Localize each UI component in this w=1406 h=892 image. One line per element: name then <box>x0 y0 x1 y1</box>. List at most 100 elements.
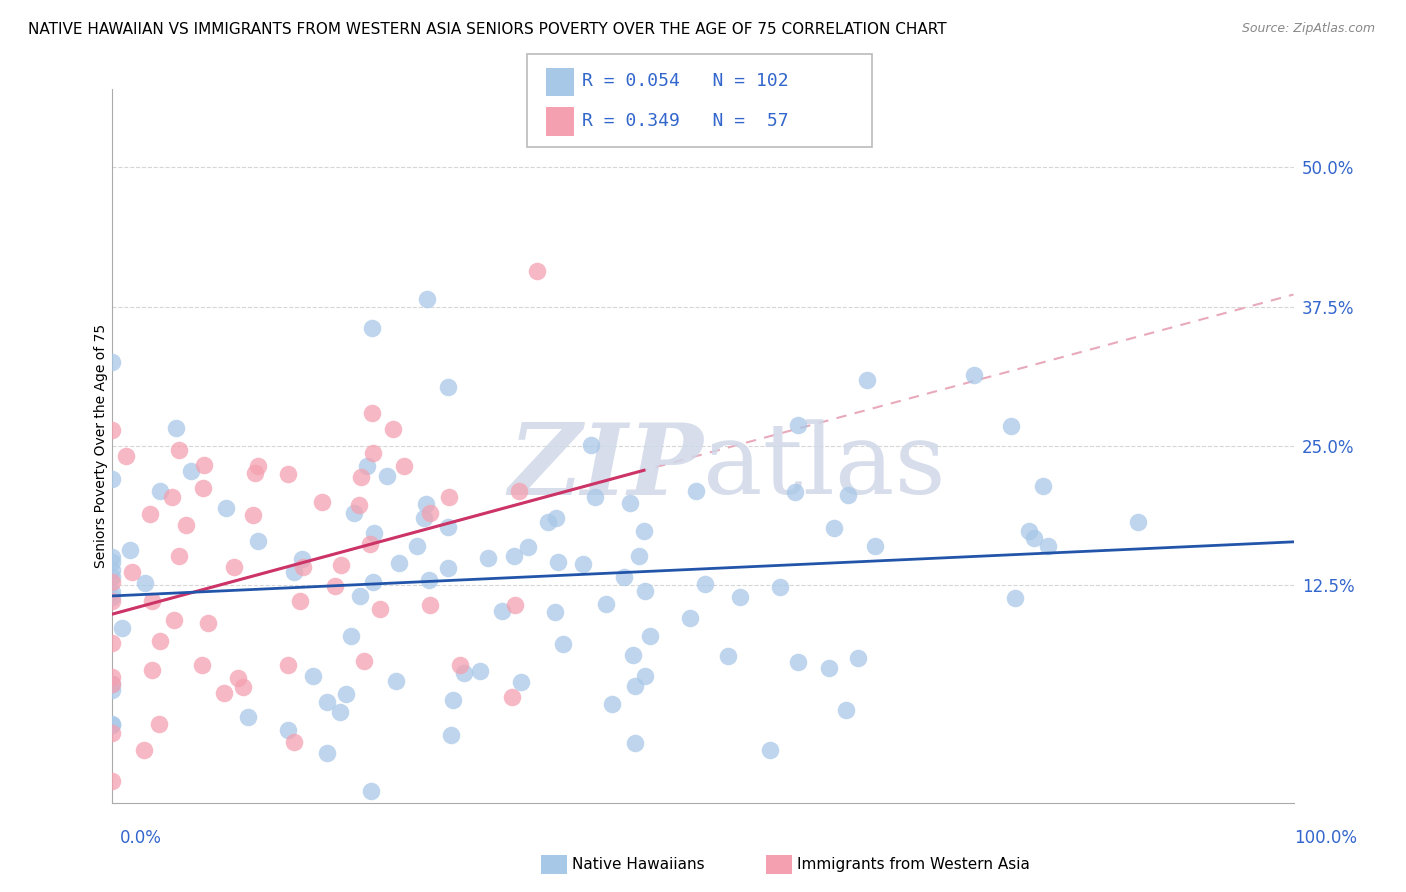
Point <box>1018 524 1040 539</box>
Point <box>628 549 651 563</box>
Point <box>238 710 260 724</box>
Point <box>139 507 162 521</box>
Point <box>121 566 143 580</box>
Point <box>440 728 463 742</box>
Point <box>359 536 381 550</box>
Point <box>353 654 375 668</box>
Point <box>180 464 202 478</box>
Point <box>382 422 405 436</box>
Point <box>728 591 751 605</box>
Point <box>101 472 124 486</box>
Point <box>101 550 124 565</box>
Point <box>613 569 636 583</box>
Point <box>101 563 124 577</box>
Point <box>288 594 311 608</box>
Point <box>501 690 523 704</box>
Point <box>634 583 657 598</box>
Point <box>134 575 156 590</box>
Point <box>1024 531 1046 545</box>
Point <box>193 458 215 472</box>
Point <box>769 580 792 594</box>
Point <box>415 497 437 511</box>
Point <box>101 574 124 589</box>
Point <box>516 540 538 554</box>
Point <box>165 421 187 435</box>
Point <box>232 680 254 694</box>
Point <box>349 589 371 603</box>
Point <box>624 679 647 693</box>
Point <box>439 491 461 505</box>
Point <box>101 682 124 697</box>
Point <box>387 556 409 570</box>
Point <box>197 616 219 631</box>
Text: ZIP: ZIP <box>508 419 703 516</box>
Point <box>101 570 124 584</box>
Point <box>503 549 526 563</box>
Point <box>101 677 124 691</box>
Point <box>1032 479 1054 493</box>
Point <box>101 585 124 599</box>
Point <box>865 539 887 553</box>
Point <box>174 518 197 533</box>
Point <box>311 495 333 509</box>
Point <box>717 649 740 664</box>
Point <box>623 736 645 750</box>
Point <box>634 669 657 683</box>
Point <box>855 373 877 387</box>
Point <box>510 675 533 690</box>
Point <box>226 671 249 685</box>
Point <box>335 686 357 700</box>
Text: Immigrants from Western Asia: Immigrants from Western Asia <box>797 857 1031 871</box>
Point <box>349 498 371 512</box>
Point <box>191 658 214 673</box>
Point <box>526 264 548 278</box>
Point <box>679 610 702 624</box>
Point <box>167 549 190 563</box>
Point <box>595 597 617 611</box>
Point <box>283 735 305 749</box>
Point <box>412 510 434 524</box>
Point <box>101 669 124 683</box>
Point <box>315 694 337 708</box>
Point <box>621 648 644 662</box>
Point <box>101 355 124 369</box>
Point <box>291 559 314 574</box>
Point <box>277 467 299 481</box>
Point <box>638 628 661 642</box>
Point <box>132 742 155 756</box>
Text: R = 0.054   N = 102: R = 0.054 N = 102 <box>582 72 789 90</box>
Text: Native Hawaiians: Native Hawaiians <box>572 857 704 871</box>
Point <box>330 558 353 573</box>
Point <box>246 459 269 474</box>
Point <box>783 485 806 500</box>
Point <box>418 573 440 587</box>
Point <box>149 483 172 498</box>
Point <box>477 551 499 566</box>
Point <box>543 605 565 619</box>
Point <box>695 577 717 591</box>
Point <box>1036 540 1059 554</box>
Point <box>406 540 429 554</box>
Point <box>291 551 314 566</box>
Point <box>360 784 382 798</box>
Point <box>963 368 986 382</box>
Text: 0.0%: 0.0% <box>120 829 162 847</box>
Point <box>441 692 464 706</box>
Point <box>339 629 361 643</box>
Point <box>329 706 352 720</box>
Point <box>361 406 384 420</box>
Point <box>600 697 623 711</box>
Point <box>101 593 124 607</box>
Point <box>101 423 124 437</box>
Point <box>1000 419 1022 434</box>
Point <box>1004 591 1026 606</box>
Point <box>571 557 593 571</box>
Point <box>835 703 858 717</box>
Point <box>242 508 264 522</box>
Point <box>453 666 475 681</box>
Point <box>361 446 384 460</box>
Point <box>101 591 124 605</box>
Point <box>101 677 124 691</box>
Point <box>361 574 384 589</box>
Point <box>191 481 214 495</box>
